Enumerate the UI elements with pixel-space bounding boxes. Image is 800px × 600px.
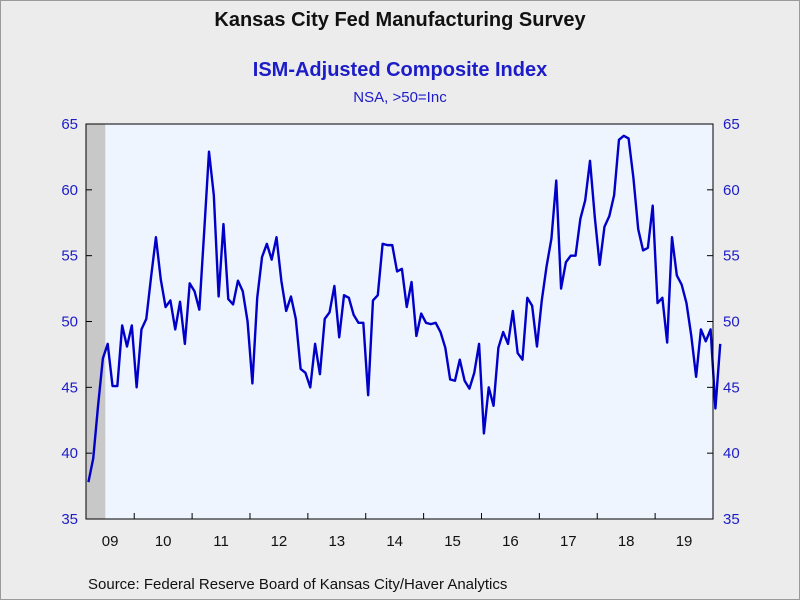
y-tick-label-left: 65 bbox=[61, 116, 78, 133]
chart-note: NSA, >50=Inc bbox=[353, 89, 447, 106]
x-tick-label: 14 bbox=[386, 533, 403, 550]
x-tick-label: 13 bbox=[328, 533, 345, 550]
y-tick-label-left: 55 bbox=[61, 248, 78, 265]
x-tick-label: 18 bbox=[618, 533, 635, 550]
y-tick-label-left: 60 bbox=[61, 182, 78, 199]
plot-border bbox=[85, 123, 714, 520]
source-note: Source: Federal Reserve Board of Kansas … bbox=[88, 576, 508, 593]
axis-ticks bbox=[86, 123, 713, 520]
x-tick-label: 09 bbox=[102, 533, 119, 550]
y-tick-label-right: 50 bbox=[723, 314, 740, 331]
x-tick-label: 19 bbox=[676, 533, 693, 550]
y-tick-label-right: 55 bbox=[723, 248, 740, 265]
recession-shading bbox=[86, 124, 106, 519]
y-tick-label-right: 35 bbox=[723, 511, 740, 528]
y-tick-label-right: 65 bbox=[723, 116, 740, 133]
y-tick-label-left: 40 bbox=[61, 445, 78, 462]
y-tick-label-left: 35 bbox=[61, 511, 78, 528]
axis-labels: 35 35 40 40 45 45 50 50 55 55 60 60 65 65 09 10 11 12 13 14… bbox=[61, 116, 739, 550]
y-tick-label-right: 40 bbox=[723, 445, 740, 462]
plot-area bbox=[86, 124, 713, 519]
y-tick-label-right: 60 bbox=[723, 182, 740, 199]
y-tick-label-left: 50 bbox=[61, 314, 78, 331]
chart-title: Kansas City Fed Manufacturing Survey bbox=[214, 9, 586, 31]
series-line-composite-index bbox=[87, 134, 722, 483]
x-tick-label: 11 bbox=[213, 533, 229, 550]
x-tick-label: 10 bbox=[155, 533, 172, 550]
x-tick-label: 12 bbox=[271, 533, 288, 550]
y-tick-label-right: 45 bbox=[723, 379, 740, 396]
chart-subtitle: ISM-Adjusted Composite Index bbox=[252, 59, 548, 81]
x-tick-label: 16 bbox=[502, 533, 519, 550]
y-tick-label-left: 45 bbox=[61, 379, 78, 396]
x-tick-label: 15 bbox=[444, 533, 461, 550]
x-tick-label: 17 bbox=[560, 533, 577, 550]
